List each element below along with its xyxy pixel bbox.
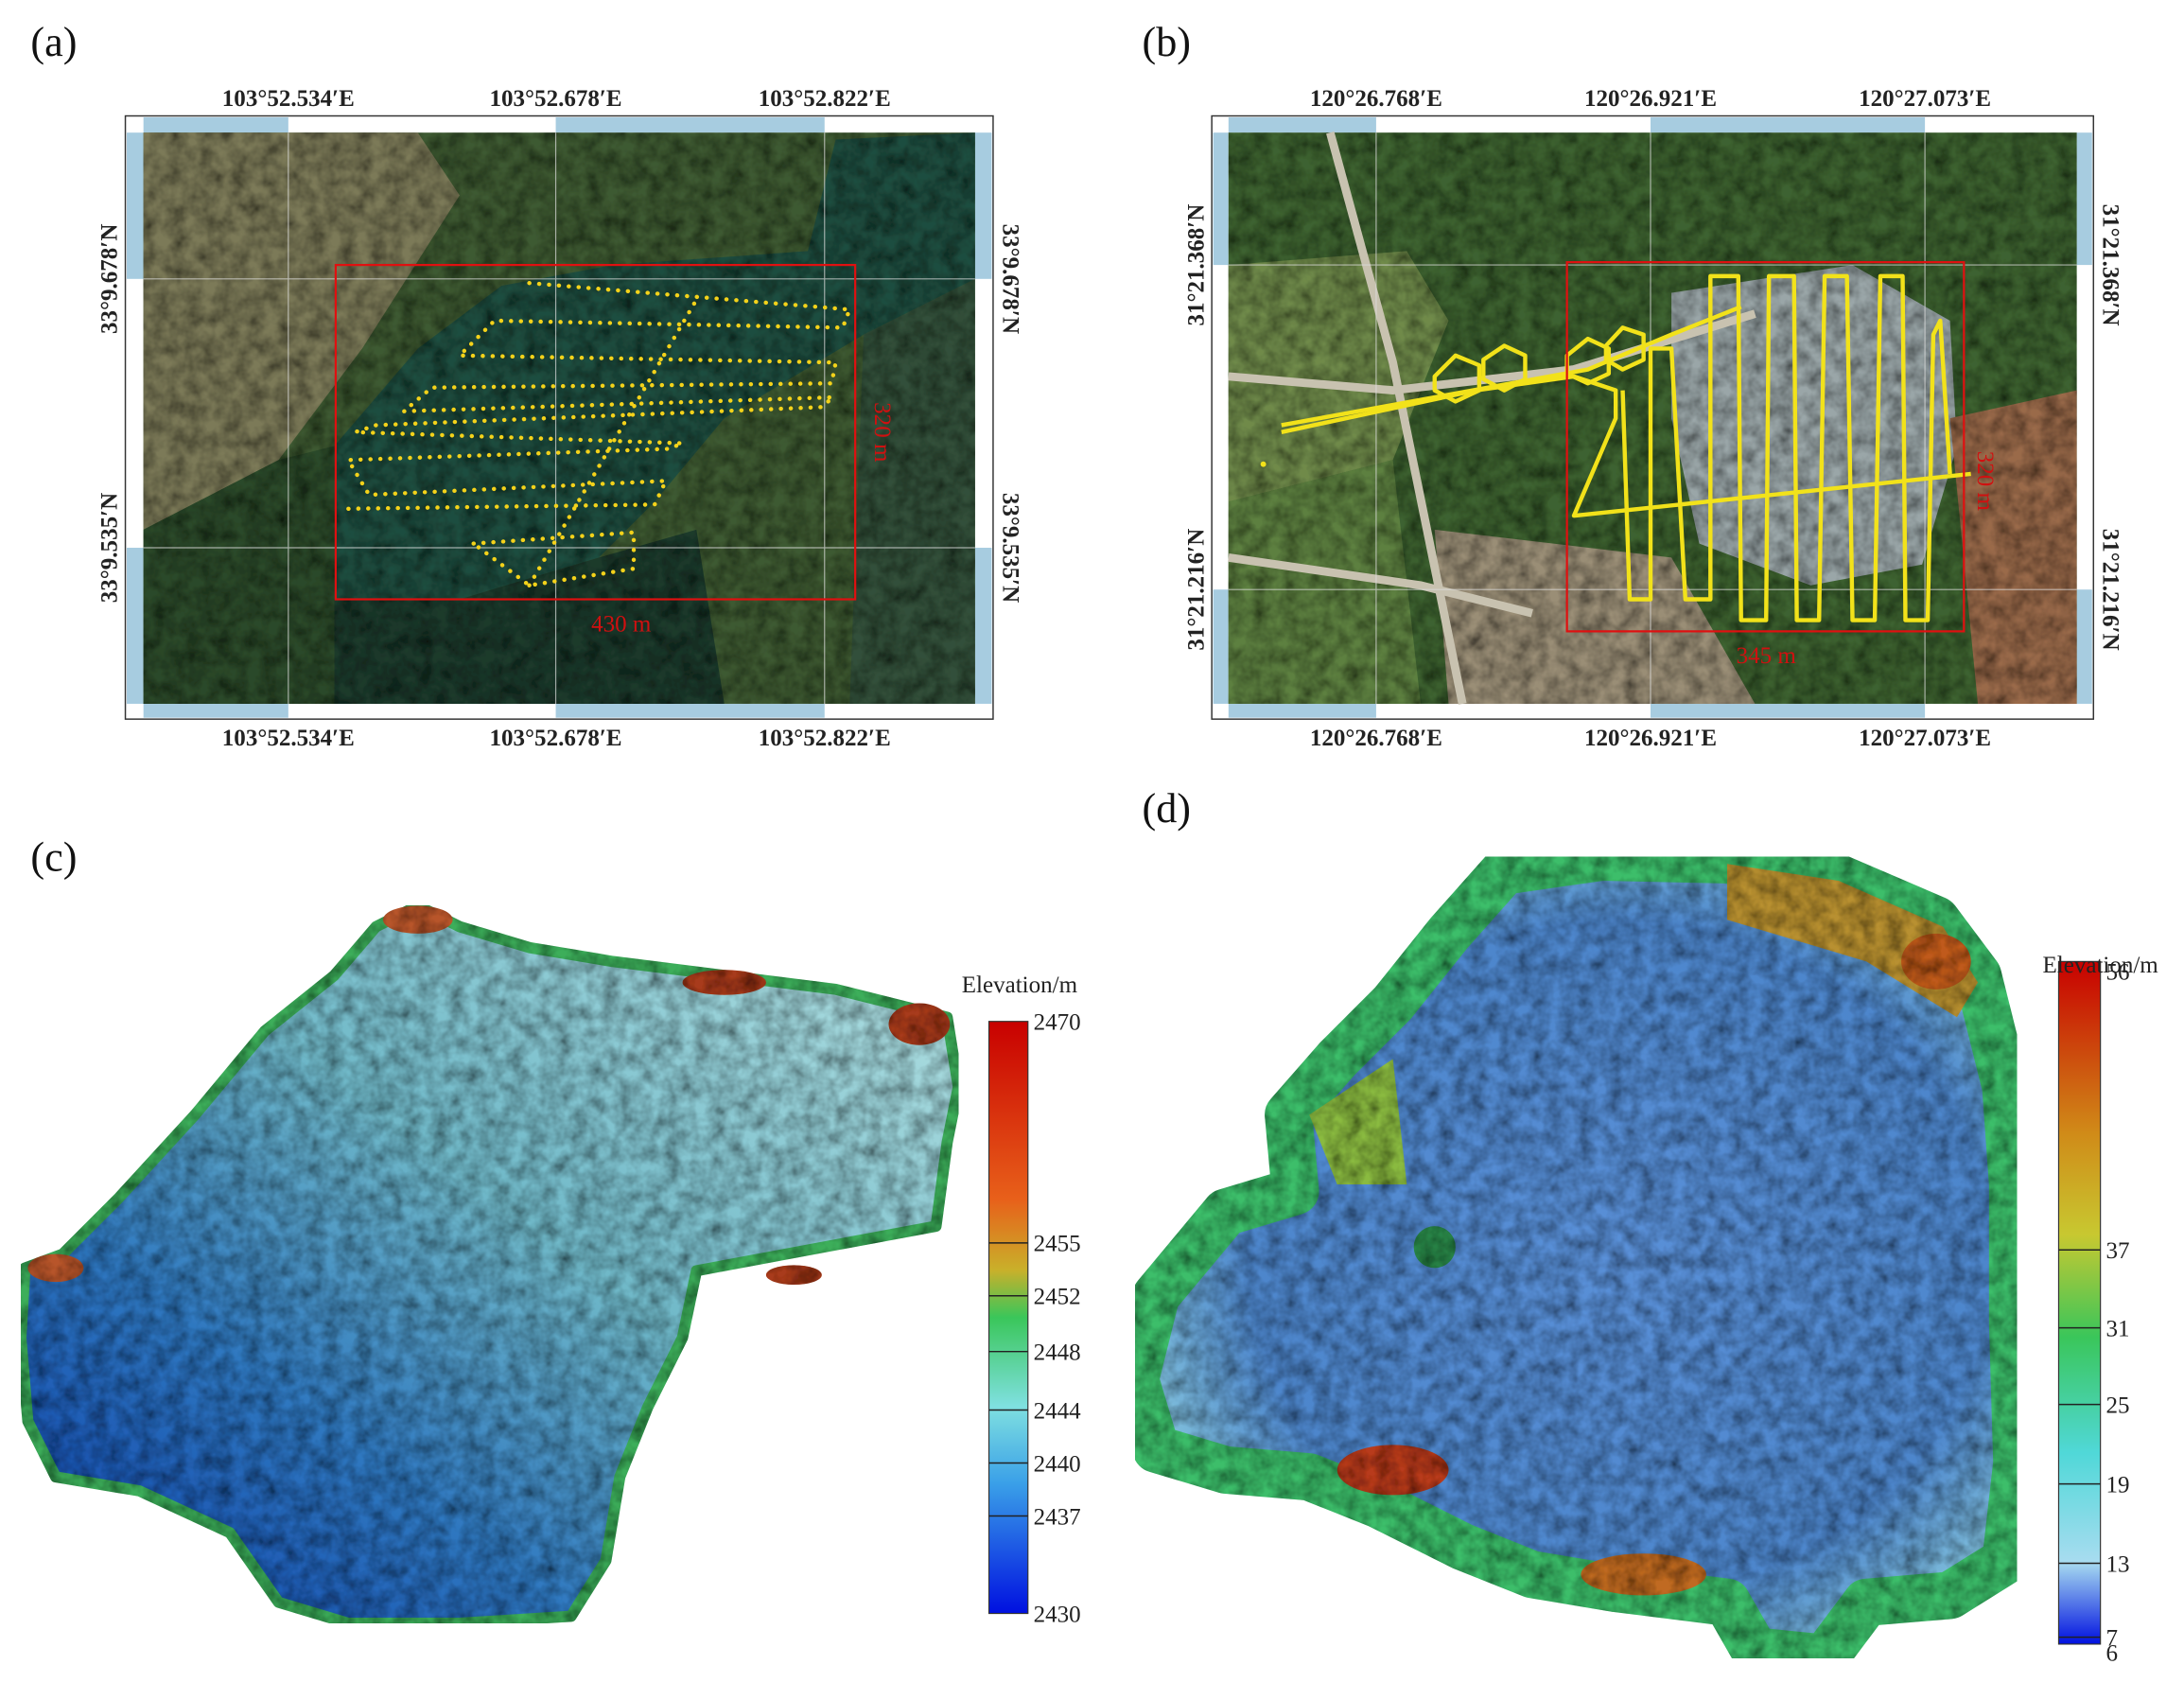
panel-d: (d) Elevation/m 56 37 31 25 19 13 76 — [1111, 785, 2159, 1682]
colorbar-tick-label: 37 — [2106, 1238, 2130, 1264]
right-coord: 31°21.216′N — [2098, 529, 2123, 651]
left-coord: 31°21.216′N — [1183, 529, 1209, 651]
colorbar-title: Elevation/m — [962, 972, 1078, 998]
bottom-coord: 120°26.768′E — [1310, 726, 1442, 751]
start-point — [1260, 461, 1267, 467]
grid — [1228, 132, 2077, 704]
panel-c: (c) Elevation/m 2470 2455 2452 2448 2444 2440… — [15, 834, 1082, 1629]
top-coord: 120°26.921′E — [1584, 86, 1717, 112]
colorbar-tick-label: 56 — [2106, 960, 2130, 986]
elevation-model — [1111, 832, 2041, 1682]
satellite-image — [143, 132, 975, 704]
width-label: 430 m — [591, 611, 652, 637]
panel-label: (d) — [1143, 785, 1192, 832]
satellite-image — [1228, 132, 2077, 704]
bottom-coord: 103°52.534′E — [222, 726, 355, 751]
frame-ticks — [127, 116, 992, 718]
colorbar-tick-label: 25 — [2106, 1393, 2130, 1418]
survey-area — [334, 263, 857, 601]
colorbar-ticks: 2470 2455 2452 2448 2444 2440 2437 2430 — [988, 1010, 1082, 1627]
colorbar-tick-label: 2448 — [1034, 1340, 1081, 1366]
colorbar — [2057, 960, 2102, 1645]
height-label: 320 m — [1972, 451, 1998, 512]
panel-label: (a) — [30, 19, 77, 65]
survey-area — [1565, 261, 1966, 633]
colorbar — [987, 1021, 1029, 1615]
panel-b: (b) — [1143, 19, 2123, 751]
colorbar-tick-label: 2452 — [1034, 1285, 1081, 1310]
bottom-coord: 103°52.678′E — [490, 726, 622, 751]
colorbar-ticks: 56 37 31 25 19 13 76 — [2058, 960, 2130, 1667]
colorbar-title: Elevation/m — [2043, 953, 2159, 978]
right-coord: 33°9.535′N — [997, 493, 1022, 603]
bottom-coord: 120°27.073′E — [1859, 726, 1991, 751]
top-coord: 120°27.073′E — [1859, 86, 1991, 112]
colorbar-tick-label: 2470 — [1034, 1010, 1081, 1036]
colorbar-tick-label: 31 — [2106, 1317, 2130, 1342]
left-coord: 33°9.678′N — [97, 224, 123, 334]
colorbar-tick-label: 2430 — [1034, 1602, 1081, 1627]
bottom-coord: 103°52.822′E — [759, 726, 891, 751]
top-coord: 103°52.822′E — [759, 86, 891, 112]
colorbar-tick-label: 19 — [2106, 1472, 2130, 1498]
elevation-model — [15, 900, 965, 1629]
panel-a: (a) 430 m 320 m 103°52.534′E — [30, 19, 1022, 751]
top-coord: 120°26.768′E — [1310, 86, 1442, 112]
top-coord: 103°52.678′E — [490, 86, 622, 112]
colorbar-tick-label: 2440 — [1034, 1451, 1081, 1477]
left-coord: 33°9.535′N — [97, 493, 123, 603]
colorbar-tick-label: 2444 — [1034, 1398, 1082, 1424]
width-label: 345 m — [1737, 643, 1797, 669]
right-coord: 33°9.678′N — [997, 224, 1022, 334]
left-coord: 31°21.368′N — [1183, 204, 1209, 326]
colorbar-tick-label: 2437 — [1034, 1504, 1081, 1530]
height-label: 320 m — [869, 402, 895, 463]
colorbar-tick-label: 7 — [2106, 1625, 2119, 1651]
frame-ticks — [1213, 116, 2092, 718]
top-coord: 103°52.534′E — [222, 86, 355, 112]
colorbar-tick-label: 6 — [2106, 1641, 2119, 1667]
bottom-coord: 120°26.921′E — [1584, 726, 1717, 751]
right-coord: 31°21.368′N — [2098, 204, 2123, 326]
colorbar-tick-label: 2455 — [1034, 1232, 1081, 1257]
colorbar-tick-label: 13 — [2106, 1551, 2130, 1577]
panel-label: (b) — [1143, 19, 1192, 65]
panel-label: (c) — [30, 834, 77, 881]
grid — [143, 132, 975, 704]
flight-path — [344, 281, 853, 588]
